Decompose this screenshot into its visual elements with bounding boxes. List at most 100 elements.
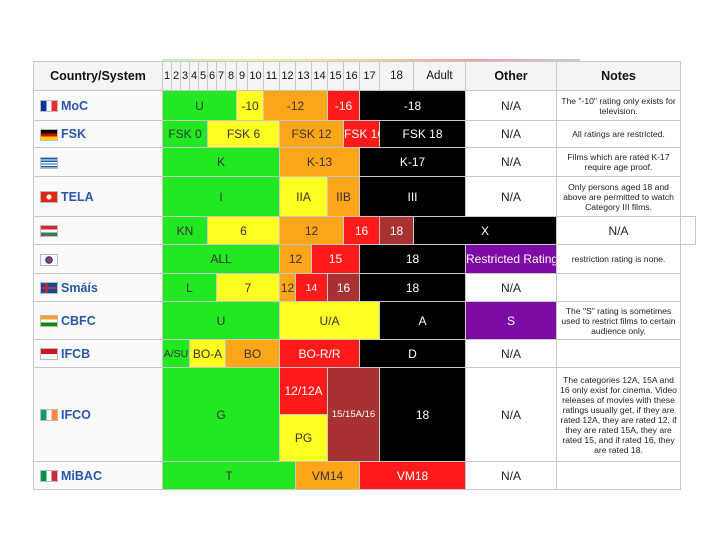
header-age: 10 [247, 61, 264, 91]
header-age: 12 [279, 61, 296, 91]
south-korea-flag-icon [40, 253, 58, 266]
rating-cell: G [162, 367, 280, 462]
note-cell: The "S" rating is sometimes used to rest… [556, 301, 681, 340]
header-age: 14 [311, 61, 328, 91]
table-row: CBFC U U/A A S The "S" rating is sometim… [33, 301, 696, 340]
system-name: TELA [61, 189, 94, 204]
rating-cell: FSK 12 [279, 120, 344, 148]
greece-flag-icon [40, 156, 58, 169]
rating-cell: VM14 [295, 461, 360, 490]
header-other: Other [465, 61, 557, 91]
other-cell: N/A [465, 147, 557, 177]
other-cell: N/A [465, 461, 557, 490]
rating-cell: IIB [327, 176, 360, 217]
header-age: 9 [236, 61, 248, 91]
header-age: 17 [359, 61, 380, 91]
note-cell: restriction rating is none. [556, 244, 681, 274]
rating-cell: -12 [263, 90, 328, 121]
header-age: 11 [263, 61, 280, 91]
rating-cell: FSK 16 [343, 120, 380, 148]
table-row: IFCO G 12/12A 15/15A/16 18 N/A The categ… [33, 367, 696, 462]
header-age: 5 [198, 61, 208, 91]
system-cell [33, 147, 163, 177]
table-row: IFCB A/SU BO-A BO BO-R/R D N/A [33, 339, 696, 368]
table-row: KN 6 12 16 18 X N/A [33, 216, 696, 245]
system-name: IFCO [61, 407, 91, 422]
system-name: MoC [61, 98, 89, 113]
rating-cell: BO [225, 339, 280, 368]
header-row: Country/System 1 2 3 4 5 6 7 8 9 10 11 1… [33, 61, 696, 91]
note-cell [556, 339, 681, 368]
header-age: 4 [189, 61, 199, 91]
header-color-strip [162, 59, 580, 61]
rating-cell: -10 [236, 90, 264, 121]
header-system: Country/System [33, 61, 163, 91]
system-cell: CBFC [33, 301, 163, 340]
header-age: Adult [413, 61, 466, 91]
rating-cell: 18 [379, 367, 466, 462]
table-row: FSK FSK 0 FSK 6 FSK 12 FSK 16 FSK 18 N/A… [33, 120, 696, 148]
rating-cell: K [162, 147, 280, 177]
other-cell: N/A [465, 90, 557, 121]
note-cell: The categories 12A, 15A and 16 only exis… [556, 367, 681, 462]
rating-table: Country/System 1 2 3 4 5 6 7 8 9 10 11 1… [33, 61, 696, 490]
note-cell: Films which are rated K-17 require age p… [556, 147, 681, 177]
rating-cell: U/A [279, 301, 380, 340]
hong-kong-flag-icon [40, 191, 58, 204]
header-age: 6 [207, 61, 217, 91]
rating-cell: FSK 6 [207, 120, 280, 148]
hungary-flag-icon [40, 225, 58, 238]
rating-cell: KN [162, 216, 208, 245]
header-notes: Notes [556, 61, 681, 91]
rating-cell: A/SU [162, 339, 190, 368]
header-age: 13 [295, 61, 312, 91]
rating-cell: 12 [279, 244, 312, 274]
rating-cell: I [162, 176, 280, 217]
rating-cell: PG [279, 414, 328, 462]
indonesia-flag-icon [40, 348, 58, 361]
header-age: 8 [225, 61, 237, 91]
rating-cell: U [162, 301, 280, 340]
rating-cell: 12 [279, 216, 344, 245]
rating-cell: VM18 [359, 461, 466, 490]
rating-cell: BO-A [189, 339, 226, 368]
note-cell: All ratings are restricted. [556, 120, 681, 148]
rating-cell: IIA [279, 176, 328, 217]
system-cell: Smáís [33, 273, 163, 302]
rating-cell: A [379, 301, 466, 340]
other-cell: N/A [465, 273, 557, 302]
system-cell: MoC [33, 90, 163, 121]
system-cell: MiBAC [33, 461, 163, 490]
note-cell [556, 461, 681, 490]
header-age: 15 [327, 61, 344, 91]
rating-cell: 6 [207, 216, 280, 245]
rating-cell: 15 [311, 244, 360, 274]
system-cell [33, 216, 163, 245]
note-cell [680, 216, 696, 245]
other-cell: N/A [556, 216, 681, 245]
rating-cell: 18 [359, 273, 466, 302]
system-name: FSK [61, 127, 86, 141]
other-cell: N/A [465, 120, 557, 148]
note-cell [556, 273, 681, 302]
system-name: CBFC [61, 313, 96, 328]
germany-flag-icon [40, 128, 58, 141]
other-cell: Restricted Rating [465, 244, 557, 274]
header-age: 7 [216, 61, 226, 91]
rating-cell: -18 [359, 90, 466, 121]
rating-cell: FSK 18 [379, 120, 466, 148]
rating-cell: 12 [279, 273, 296, 302]
other-cell: N/A [465, 339, 557, 368]
header-age: 2 [171, 61, 181, 91]
iceland-flag-icon [40, 282, 58, 295]
rating-table-container: Country/System 1 2 3 4 5 6 7 8 9 10 11 1… [33, 61, 696, 490]
header-age: 1 [162, 61, 172, 91]
table-row: TELA I IIA IIB III N/A Only persons aged… [33, 176, 696, 217]
italy-flag-icon [40, 470, 58, 483]
table-row: MiBAC T VM14 VM18 N/A [33, 461, 696, 490]
ireland-flag-icon [40, 409, 58, 422]
rating-cell: 16 [343, 216, 380, 245]
rating-cell: -16 [327, 90, 360, 121]
rating-cell: K-13 [279, 147, 360, 177]
note-cell: The "-10" rating only exists for televis… [556, 90, 681, 121]
